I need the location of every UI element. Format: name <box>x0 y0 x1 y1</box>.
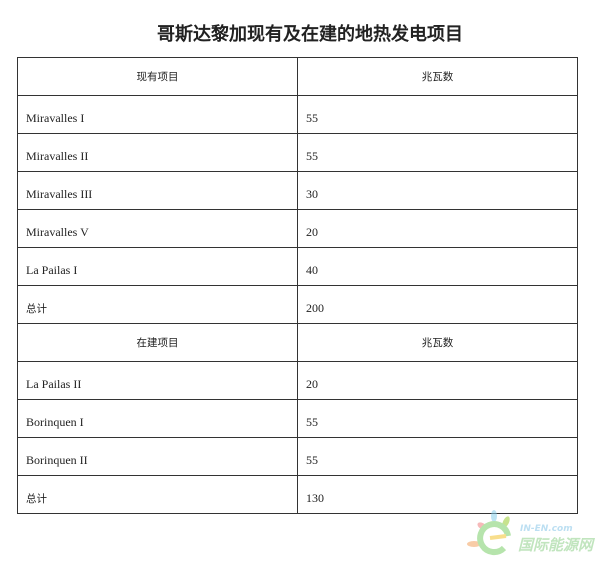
megawatts-cell: 40 <box>297 247 578 286</box>
megawatts-cell: 55 <box>297 133 578 172</box>
project-name-cell: Miravalles V <box>17 209 298 248</box>
megawatts-cell: 30 <box>297 171 578 210</box>
project-name-cell: Borinquen I <box>17 399 298 438</box>
project-name-cell: La Pailas I <box>17 247 298 286</box>
table-row: La Pailas II 20 <box>17 361 578 400</box>
watermark-logo: IN-EN.com 国际能源网 <box>467 510 596 556</box>
header-project: 在建项目 <box>17 323 298 362</box>
table-row: Borinquen II 55 <box>17 437 578 476</box>
megawatts-cell: 55 <box>297 399 578 438</box>
project-name-cell: Miravalles I <box>17 95 298 134</box>
table-row: Miravalles III 30 <box>17 171 578 210</box>
table-row: 总计 200 <box>17 285 578 324</box>
project-name-cell: La Pailas II <box>17 361 298 400</box>
table-row: La Pailas I 40 <box>17 247 578 286</box>
project-name-cell: Miravalles II <box>17 133 298 172</box>
project-name-cell: Miravalles III <box>17 171 298 210</box>
project-name-cell: 总计 <box>17 475 298 514</box>
megawatts-cell: 200 <box>297 285 578 324</box>
header-project: 现有项目 <box>17 57 298 96</box>
header-megawatts: 兆瓦数 <box>297 323 578 362</box>
project-name-cell: Borinquen II <box>17 437 298 476</box>
table-row: Miravalles I 55 <box>17 95 578 134</box>
table-row: Miravalles V 20 <box>17 209 578 248</box>
geothermal-projects-table: 现有项目 兆瓦数 Miravalles I 55 Miravalles II 55 Mira… <box>17 57 578 514</box>
table-header-row: 在建项目 兆瓦数 <box>17 323 578 362</box>
megawatts-cell: 20 <box>297 209 578 248</box>
table-row: Miravalles II 55 <box>17 133 578 172</box>
project-name-cell: 总计 <box>17 285 298 324</box>
header-megawatts: 兆瓦数 <box>297 57 578 96</box>
table-row: 总计 130 <box>17 475 578 514</box>
megawatts-cell: 55 <box>297 437 578 476</box>
page-title: 哥斯达黎加现有及在建的地热发电项目 <box>157 24 463 45</box>
table-row: Borinquen I 55 <box>17 399 578 438</box>
megawatts-cell: 20 <box>297 361 578 400</box>
svg-text:IN-EN.com: IN-EN.com <box>520 524 573 534</box>
megawatts-cell: 55 <box>297 95 578 134</box>
megawatts-cell: 130 <box>297 475 578 514</box>
svg-text:国际能源网: 国际能源网 <box>518 536 596 554</box>
table-header-row: 现有项目 兆瓦数 <box>17 57 578 96</box>
